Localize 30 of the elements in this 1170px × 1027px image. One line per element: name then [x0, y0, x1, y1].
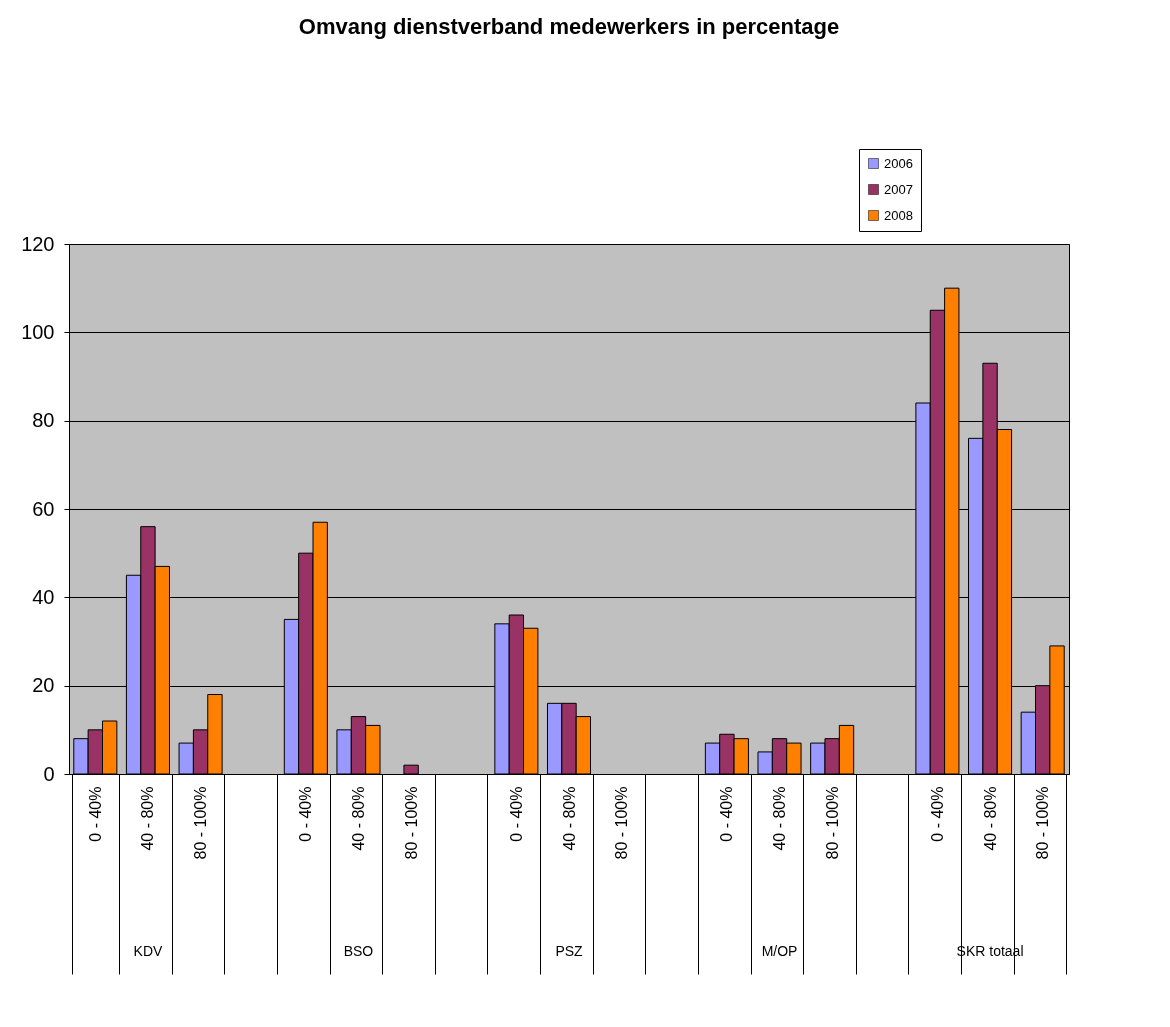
x-tick-label: 40 - 80% [981, 786, 999, 851]
x-tick-label: 40 - 80% [139, 786, 157, 851]
text: BSO [343, 943, 374, 959]
x-tick-label: 0 - 40% [297, 786, 315, 842]
x-tick-label: 40 - 80% [560, 786, 578, 851]
x-tick-label: 0 - 40% [86, 786, 104, 842]
x-tick-label: 40 - 80% [349, 786, 367, 851]
chart-title: Omvang dienstverband medewerkers in percentage [298, 13, 840, 39]
x-tick-label: 0 - 40% [928, 786, 946, 842]
x-tick-label: 80 - 100% [402, 786, 420, 860]
legend-label: 2008 [884, 207, 913, 223]
y-tick-label: 0 [43, 762, 55, 785]
y-tick-label: 20 [32, 674, 55, 697]
x-tick-label: 80 - 100% [192, 786, 210, 860]
y-tick-label: 40 [32, 585, 55, 608]
y-tick-label: 80 [32, 409, 55, 432]
legend-label: 2006 [884, 155, 913, 171]
y-tick-label: 60 [32, 497, 55, 520]
x-tick-label: 0 - 40% [718, 786, 736, 842]
x-tick-label: 80 - 100% [823, 786, 841, 860]
x-tick-label: 80 - 100% [1034, 786, 1052, 860]
y-tick-label: 100 [21, 320, 55, 343]
text: KDV [133, 943, 163, 959]
legend-label: 2007 [884, 181, 913, 197]
text: M/OP [761, 943, 798, 959]
y-tick-label: 120 [21, 232, 55, 255]
x-tick-label: 40 - 80% [771, 786, 789, 851]
text: PSZ [555, 943, 584, 959]
x-tick-label: 0 - 40% [507, 786, 525, 842]
x-tick-label: 80 - 100% [613, 786, 631, 860]
